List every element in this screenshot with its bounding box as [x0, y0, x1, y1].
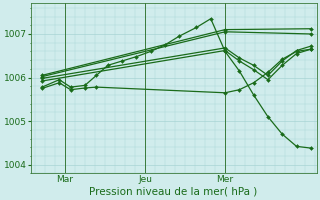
X-axis label: Pression niveau de la mer( hPa ): Pression niveau de la mer( hPa )	[90, 187, 258, 197]
